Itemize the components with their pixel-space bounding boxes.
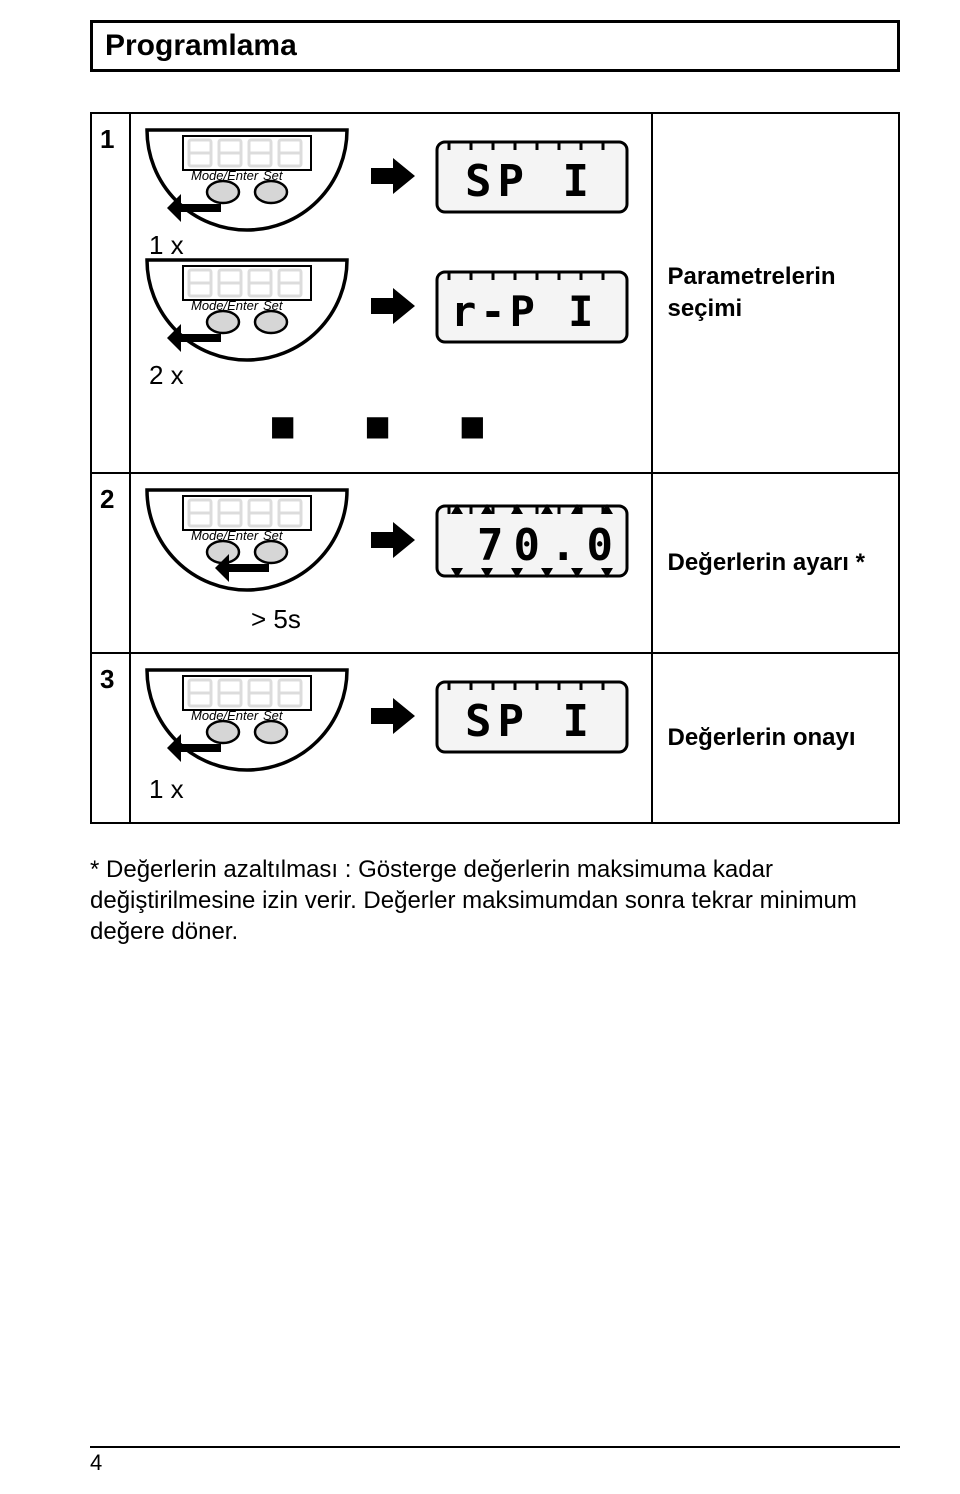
step-label: Parametrelerin seçimi — [652, 113, 899, 473]
svg-text:70.0: 70.0 — [477, 520, 623, 571]
step-number: 2 — [91, 473, 130, 653]
footer-rule — [90, 1446, 900, 1448]
label-mode-enter: Mode/Enter — [191, 168, 259, 183]
svg-text:SP I: SP I — [465, 696, 595, 747]
arrow-right-icon — [371, 288, 415, 324]
label-mode-enter: Mode/Enter — [191, 528, 259, 543]
label-mode-enter: Mode/Enter — [191, 298, 259, 313]
display-sp1: SP I — [437, 142, 627, 212]
step-label: Değerlerin ayarı * — [652, 473, 899, 653]
figure-step3: Mode/Enter Set 1 x SP I — [141, 668, 641, 808]
label-set: Set — [263, 708, 284, 723]
press-count: 1 x — [149, 230, 184, 258]
section-title: Programlama — [105, 29, 297, 62]
figure-step2: Mode/Enter Set > 5s 70.0 — [141, 488, 641, 638]
label-mode-enter: Mode/Enter — [191, 708, 259, 723]
steps-table: 1 Mode/Enter Set 1 x SP I — [90, 112, 900, 824]
step-label: Değerlerin onayı — [652, 653, 899, 823]
label-set: Set — [263, 168, 284, 183]
label-set: Set — [263, 298, 284, 313]
display-sp1-confirm: SP I — [437, 682, 627, 752]
step-figure: Mode/Enter Set > 5s 70.0 — [130, 473, 652, 653]
display-700: 70.0 — [437, 504, 627, 578]
figure-step1b: Mode/Enter Set 2 x r-P I — [141, 258, 641, 388]
svg-text:r-P I: r-P I — [451, 287, 597, 336]
press-count: 2 x — [149, 360, 184, 388]
label-set: Set — [263, 528, 284, 543]
continuation-dots: ■ ■ ■ — [141, 402, 641, 452]
press-count: 1 x — [149, 774, 184, 804]
display-rp1: r-P I — [437, 272, 627, 342]
step-figure: Mode/Enter Set 1 x SP I — [130, 653, 652, 823]
step-number: 1 — [91, 113, 130, 473]
footnote: * Değerlerin azaltılması : Gösterge değe… — [90, 854, 900, 948]
page-number: 4 — [90, 1450, 102, 1476]
hold-duration: > 5s — [251, 604, 301, 634]
step-number: 3 — [91, 653, 130, 823]
arrow-right-icon — [371, 698, 415, 734]
step-figure: Mode/Enter Set 1 x SP I Mode/Enter Set — [130, 113, 652, 473]
figure-step1a: Mode/Enter Set 1 x SP I — [141, 128, 641, 258]
arrow-right-icon — [371, 522, 415, 558]
svg-text:SP I: SP I — [465, 156, 595, 207]
arrow-right-icon — [371, 158, 415, 194]
section-title-box: Programlama — [90, 20, 900, 72]
